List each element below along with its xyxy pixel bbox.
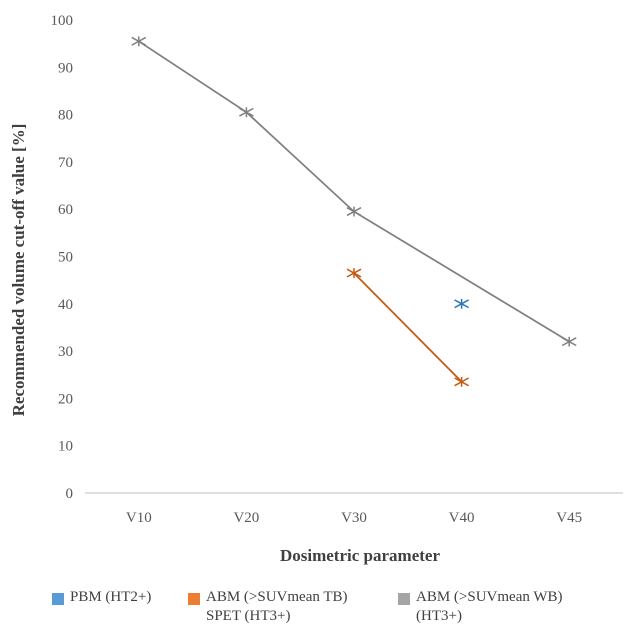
series-0 bbox=[454, 298, 469, 309]
series-layer bbox=[131, 36, 577, 387]
x-axis-title: Dosimetric parameter bbox=[280, 546, 440, 565]
legend-item-abm-wb: ABM (>SUVmean WB) (HT3+) bbox=[398, 588, 563, 626]
legend-label: PBM (HT2+) bbox=[70, 589, 152, 605]
y-axis-title: Recommended volume cut-off value [%] bbox=[9, 124, 28, 417]
legend-label: ABM (>SUVmean WB) (HT3+) bbox=[416, 589, 563, 624]
legend-label: ABM (>SUVmean TB) SPET (HT3+) bbox=[206, 589, 348, 624]
chart: 0 10 20 30 40 50 60 70 80 90 100 V10 V20 V30 V40 V45 Re… bbox=[9, 13, 623, 565]
series-line bbox=[138, 40, 570, 343]
x-tick-label: V10 bbox=[126, 510, 152, 526]
data-point bbox=[454, 376, 469, 387]
x-tick-label: V40 bbox=[449, 510, 475, 526]
legend-swatch bbox=[188, 593, 200, 605]
data-point bbox=[454, 298, 469, 309]
legend-item-abm-tb: ABM (>SUVmean TB) SPET (HT3+) bbox=[188, 588, 348, 626]
y-tick-label: 20 bbox=[58, 391, 73, 407]
series-line bbox=[353, 272, 463, 383]
y-tick-label: 90 bbox=[58, 60, 73, 76]
series-1 bbox=[346, 268, 469, 387]
y-tick-label: 100 bbox=[51, 13, 74, 29]
y-tick-label: 0 bbox=[66, 486, 74, 502]
legend: PBM (HT2+) ABM (>SUVmean TB) SPET (HT3+)… bbox=[0, 588, 630, 625]
data-point bbox=[346, 206, 362, 217]
legend-swatch bbox=[52, 593, 64, 605]
y-tick-label: 40 bbox=[58, 297, 73, 313]
series-2 bbox=[131, 36, 577, 347]
y-tick-label: 50 bbox=[58, 250, 73, 266]
legend-swatch bbox=[398, 593, 410, 605]
x-tick-label: V30 bbox=[341, 510, 367, 526]
legend-item-pbm: PBM (HT2+) bbox=[52, 588, 151, 607]
data-point bbox=[131, 36, 147, 47]
y-tick-label: 80 bbox=[58, 108, 73, 124]
data-point bbox=[561, 336, 577, 347]
data-point bbox=[239, 107, 254, 118]
y-tick-label: 10 bbox=[58, 439, 73, 455]
y-tick-label: 30 bbox=[58, 344, 73, 360]
y-tick-label: 70 bbox=[58, 155, 73, 171]
data-point bbox=[346, 268, 362, 278]
axes: 0 10 20 30 40 50 60 70 80 90 100 V10 V20 V30 V40 V45 bbox=[51, 13, 623, 526]
x-tick-label: V20 bbox=[233, 510, 259, 526]
x-tick-label: V45 bbox=[556, 510, 582, 526]
y-tick-label: 60 bbox=[58, 202, 73, 218]
